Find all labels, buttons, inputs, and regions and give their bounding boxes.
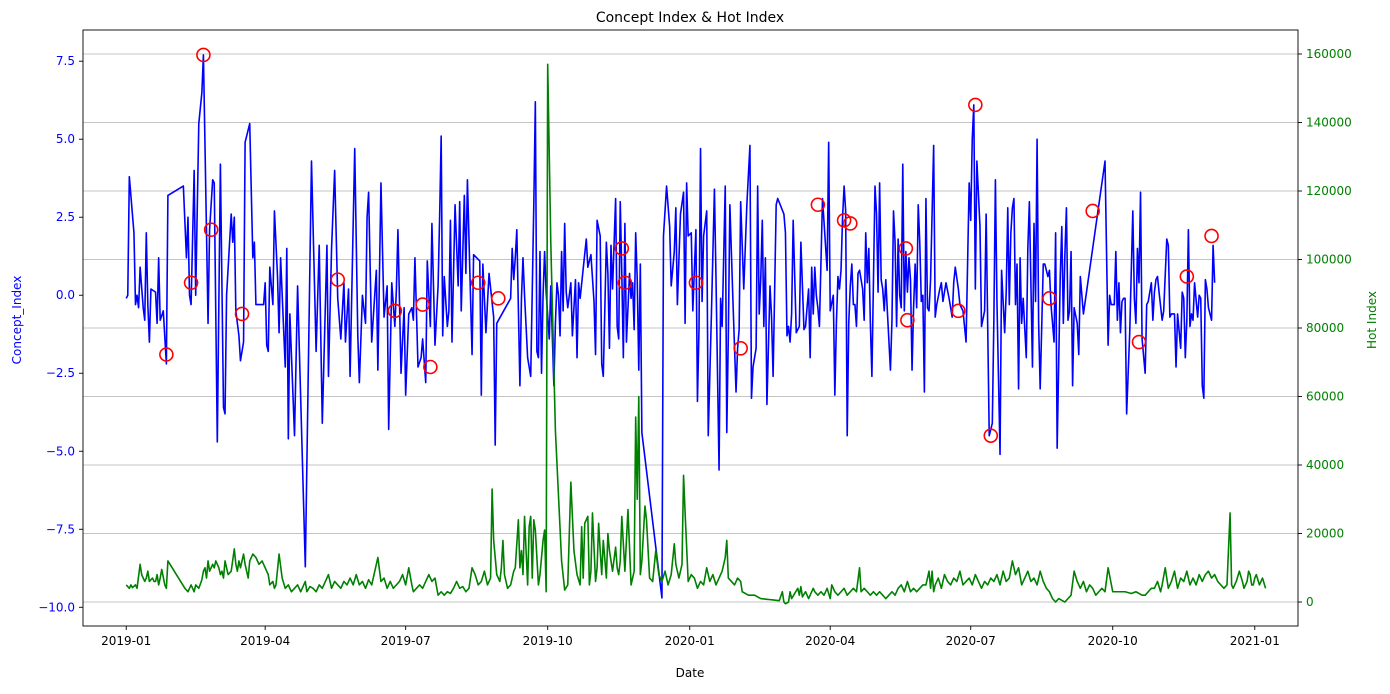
y2-tick-label-0: 0 — [1306, 595, 1314, 609]
x-tick-label-7: 2020-10 — [1088, 634, 1138, 648]
marker-point-3 — [203, 222, 219, 238]
y2-tick-label-8: 160000 — [1306, 47, 1352, 61]
y1-tick-label-0: 7.5 — [56, 54, 75, 68]
marker-point-26 — [1179, 269, 1195, 284]
x-tick-label-5: 2020-04 — [805, 634, 855, 648]
x-tick-label-0: 2019-01 — [101, 634, 151, 648]
series-line-hot-index — [125, 63, 1267, 605]
marker-point-18 — [898, 241, 914, 256]
x-tick-label-8: 2021-01 — [1230, 634, 1280, 648]
marker-point-12 — [617, 275, 633, 291]
y1-tick-label-6: −7.5 — [46, 522, 75, 536]
y2-tick-label-4: 80000 — [1306, 321, 1344, 335]
marker-point-20 — [951, 303, 966, 319]
ticks-layer: 2019-01 2019-04 2019-07 2019-10 2020-01 2020-… — [38, 47, 1352, 648]
y2-axis-label: Hot Index — [1365, 291, 1379, 349]
series-layer — [125, 54, 1267, 605]
marker-point-2 — [196, 47, 211, 63]
marker-point-15 — [810, 197, 826, 213]
y2-tick-label-5: 100000 — [1306, 252, 1352, 266]
grid-layer — [83, 53, 1298, 603]
y2-tick-label-6: 120000 — [1306, 184, 1352, 198]
y1-tick-label-2: 2.5 — [56, 210, 75, 224]
y1-tick-label-1: 5.0 — [56, 132, 75, 146]
y1-tick-label-5: −5.0 — [46, 444, 75, 458]
marker-point-8 — [423, 359, 438, 375]
y2-tick-label-3: 60000 — [1306, 390, 1344, 404]
marker-point-6 — [387, 303, 403, 319]
y2-tick-label-7: 140000 — [1306, 115, 1352, 129]
marker-point-4 — [234, 306, 250, 322]
marker-point-0 — [159, 347, 174, 362]
marker-point-23 — [1042, 291, 1057, 306]
marker-point-11 — [614, 241, 630, 256]
x-tick-label-6: 2020-07 — [946, 634, 996, 648]
x-axis-label: Date — [676, 666, 705, 680]
marker-point-5 — [330, 272, 346, 287]
chart-title: Concept Index & Hot Index — [596, 10, 784, 26]
marker-point-19 — [900, 312, 915, 328]
marker-point-27 — [1204, 228, 1219, 244]
y2-tick-label-2: 40000 — [1306, 458, 1344, 472]
x-tick-label-1: 2019-04 — [240, 634, 290, 648]
y1-axis-label: Concept_Index — [10, 276, 24, 365]
marker-point-14 — [733, 340, 748, 356]
x-tick-label-2: 2019-07 — [381, 634, 431, 648]
series-line-concept-index — [125, 54, 1216, 599]
y1-tick-label-4: −2.5 — [46, 366, 75, 380]
marker-point-22 — [983, 428, 999, 443]
marker-layer — [159, 47, 1219, 443]
marker-point-1 — [183, 275, 199, 291]
marker-point-9 — [470, 275, 486, 291]
y1-tick-label-3: 0.0 — [56, 288, 75, 302]
y2-tick-label-1: 20000 — [1306, 527, 1344, 541]
marker-point-13 — [688, 275, 704, 291]
marker-point-24 — [1085, 203, 1100, 219]
x-tick-label-3: 2019-10 — [523, 634, 573, 648]
marker-point-17 — [842, 216, 858, 231]
y1-tick-label-7: −10.0 — [38, 600, 75, 614]
marker-point-10 — [490, 291, 506, 306]
x-tick-label-4: 2020-01 — [665, 634, 715, 648]
marker-point-7 — [415, 297, 430, 312]
marker-point-25 — [1131, 334, 1147, 350]
marker-point-21 — [968, 97, 983, 113]
